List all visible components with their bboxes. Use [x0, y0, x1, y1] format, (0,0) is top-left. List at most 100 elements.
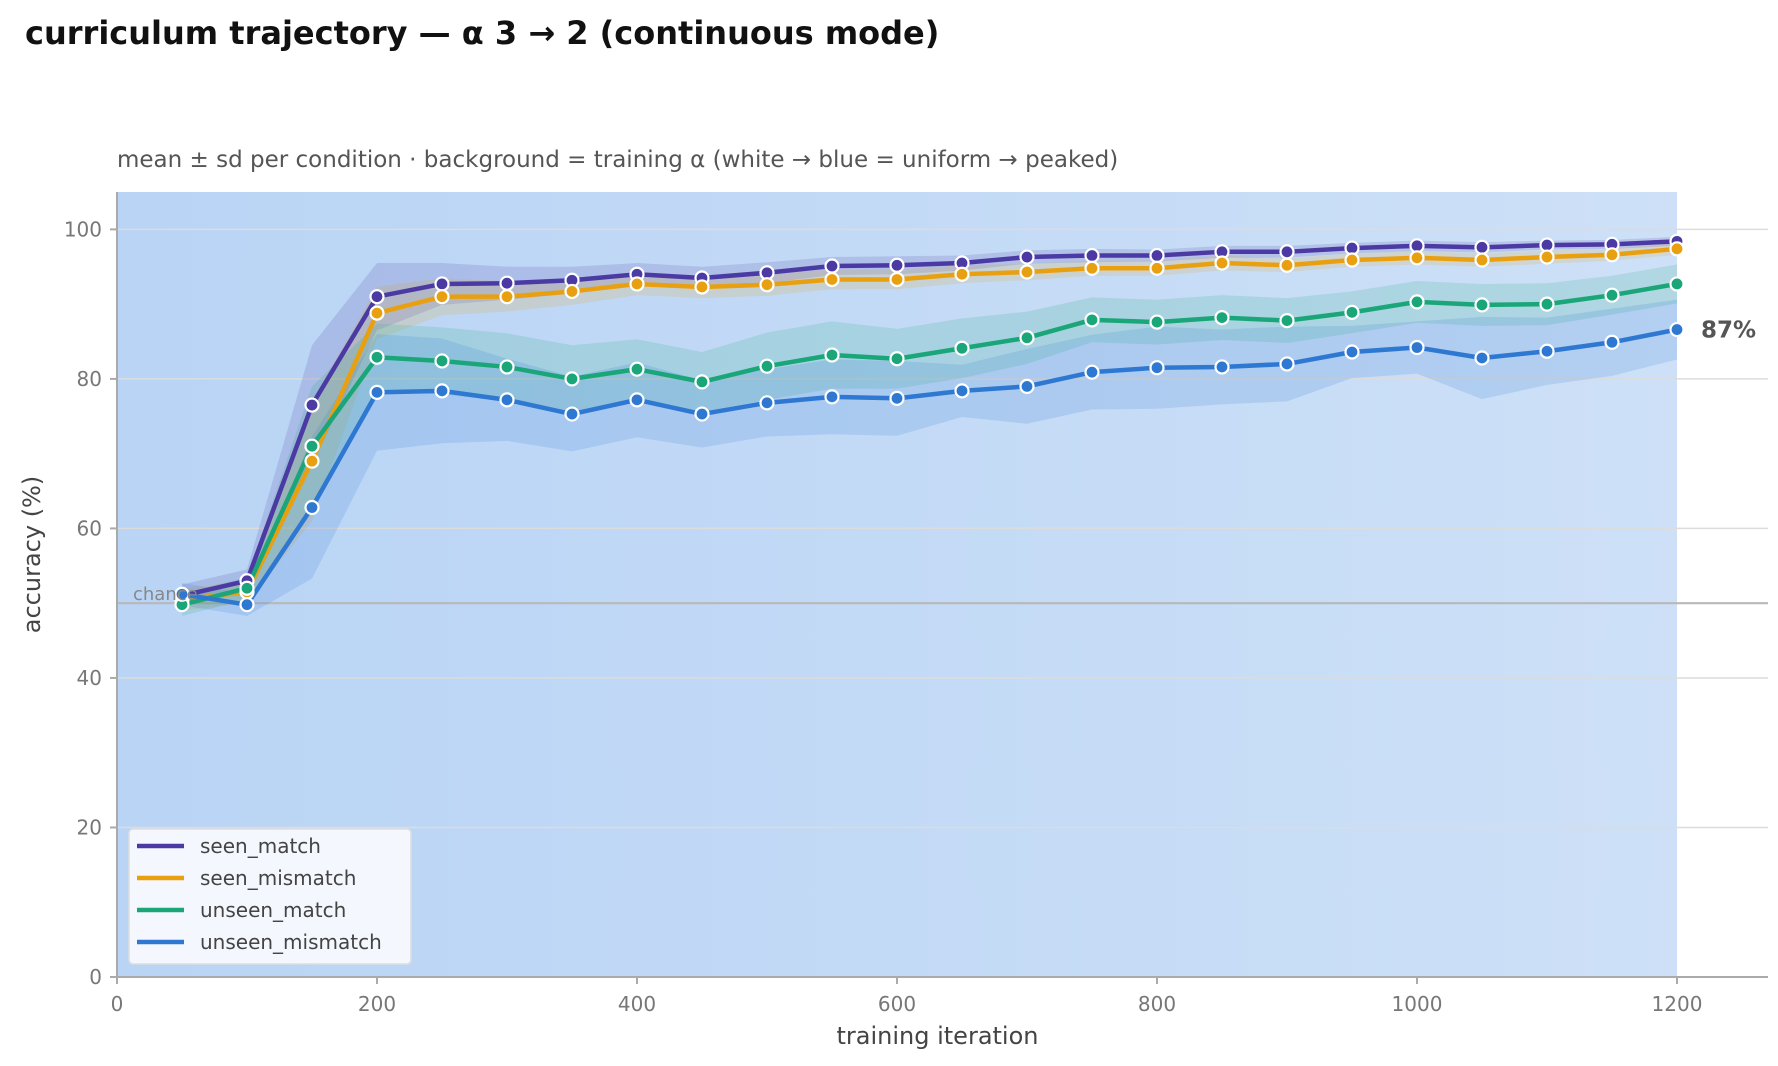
data-point — [1019, 330, 1035, 346]
data-point — [369, 349, 385, 365]
data-point — [824, 271, 840, 288]
data-point — [1084, 312, 1100, 328]
data-point — [564, 406, 580, 422]
series-line-unseen-mismatch — [181, 327, 1678, 607]
data-point — [629, 392, 645, 408]
data-point — [1344, 344, 1360, 360]
chance-label: chance — [133, 584, 198, 605]
x-tick-label: 0 — [111, 992, 124, 1016]
data-point — [564, 283, 580, 300]
x-tick-label: 1200 — [1652, 992, 1703, 1016]
chart-subtitle: mean ± sd per condition · background = t… — [117, 147, 1118, 173]
legend: seen_match seen_mismatch unseen_matchunsee… — [128, 828, 412, 965]
data-point — [954, 266, 970, 282]
sd-band-unseen-mismatch — [182, 299, 1677, 616]
data-point — [1019, 249, 1035, 265]
data-point — [499, 289, 515, 305]
data-point — [954, 383, 970, 399]
legend-label-seen-match: seen_match — [200, 834, 321, 858]
series-line-seen-mismatch — [181, 246, 1678, 602]
data-point — [1149, 260, 1165, 276]
data-point — [889, 390, 905, 406]
data-point — [694, 279, 710, 295]
y-tick-label: 100 — [64, 217, 102, 241]
x-tick-label: 800 — [1138, 992, 1176, 1016]
data-point — [1669, 276, 1685, 292]
data-point — [1669, 241, 1685, 257]
data-point — [304, 397, 320, 413]
data-point — [434, 289, 450, 305]
data-point — [694, 374, 710, 390]
data-point — [889, 257, 905, 273]
data-point — [1214, 255, 1230, 271]
data-point — [759, 358, 775, 374]
end-value-label: 87% — [1701, 318, 1756, 344]
x-axis-label: training iteration — [837, 1022, 1039, 1050]
data-point — [694, 406, 710, 422]
sd-band-unseen-match — [182, 264, 1677, 616]
data-point — [564, 371, 580, 387]
data-point — [1539, 343, 1555, 359]
data-point — [369, 384, 385, 400]
data-point — [1474, 239, 1490, 255]
data-point — [304, 453, 320, 469]
data-point — [239, 580, 255, 596]
data-point — [1669, 321, 1685, 338]
data-point — [304, 499, 320, 516]
data-point — [499, 275, 515, 291]
data-point — [434, 276, 450, 292]
x-tick-label: 1000 — [1392, 992, 1443, 1016]
data-point — [1539, 296, 1555, 312]
legend-label-unseen-mismatch: unseen_mismatch — [200, 930, 382, 954]
x-tick-label: 600 — [878, 992, 916, 1016]
data-point — [1084, 247, 1100, 264]
data-point — [759, 277, 775, 293]
data-point — [1604, 287, 1620, 303]
data-point — [1474, 252, 1490, 268]
data-point — [1019, 378, 1035, 394]
legend-label-seen-mismatch: seen_mismatch — [200, 866, 356, 890]
data-point — [1084, 260, 1100, 276]
data-point — [499, 392, 515, 408]
y-tick-label: 80 — [77, 367, 102, 391]
data-point — [239, 597, 255, 613]
data-point — [1604, 334, 1620, 350]
data-point — [629, 276, 645, 292]
data-point — [1409, 250, 1425, 266]
data-point — [1214, 310, 1230, 326]
data-point — [304, 438, 320, 454]
data-point — [1214, 359, 1230, 375]
y-tick-label: 0 — [89, 965, 102, 989]
legend-label-unseen-match: unseen_match — [200, 898, 346, 922]
data-point — [1279, 356, 1295, 372]
data-point — [1149, 314, 1165, 330]
data-point — [1344, 252, 1360, 268]
data-point — [759, 395, 775, 411]
data-point — [824, 258, 840, 274]
data-point — [1279, 312, 1295, 329]
y-tick-label: 20 — [77, 815, 102, 839]
data-point — [1409, 294, 1425, 310]
y-tick-label: 40 — [77, 666, 102, 690]
data-point — [1604, 247, 1620, 263]
series-line-seen-match — [181, 239, 1678, 598]
x-tick-label: 200 — [358, 992, 396, 1016]
data-point — [1149, 360, 1165, 376]
data-point — [824, 347, 840, 363]
data-point — [1149, 247, 1165, 264]
data-point — [369, 305, 385, 321]
data-point — [1279, 257, 1295, 273]
data-point — [369, 289, 385, 305]
data-point — [434, 353, 450, 369]
data-point — [1084, 364, 1100, 380]
data-point — [1344, 304, 1360, 320]
y-tick-label: 60 — [77, 516, 102, 540]
data-point — [824, 389, 840, 405]
data-point — [174, 586, 190, 602]
data-point — [889, 351, 905, 367]
data-point — [1279, 244, 1295, 260]
data-point — [954, 340, 970, 356]
chart-title: curriculum trajectory — α 3 → 2 (continu… — [25, 14, 940, 52]
data-point — [1474, 297, 1490, 313]
data-point — [1409, 339, 1425, 356]
